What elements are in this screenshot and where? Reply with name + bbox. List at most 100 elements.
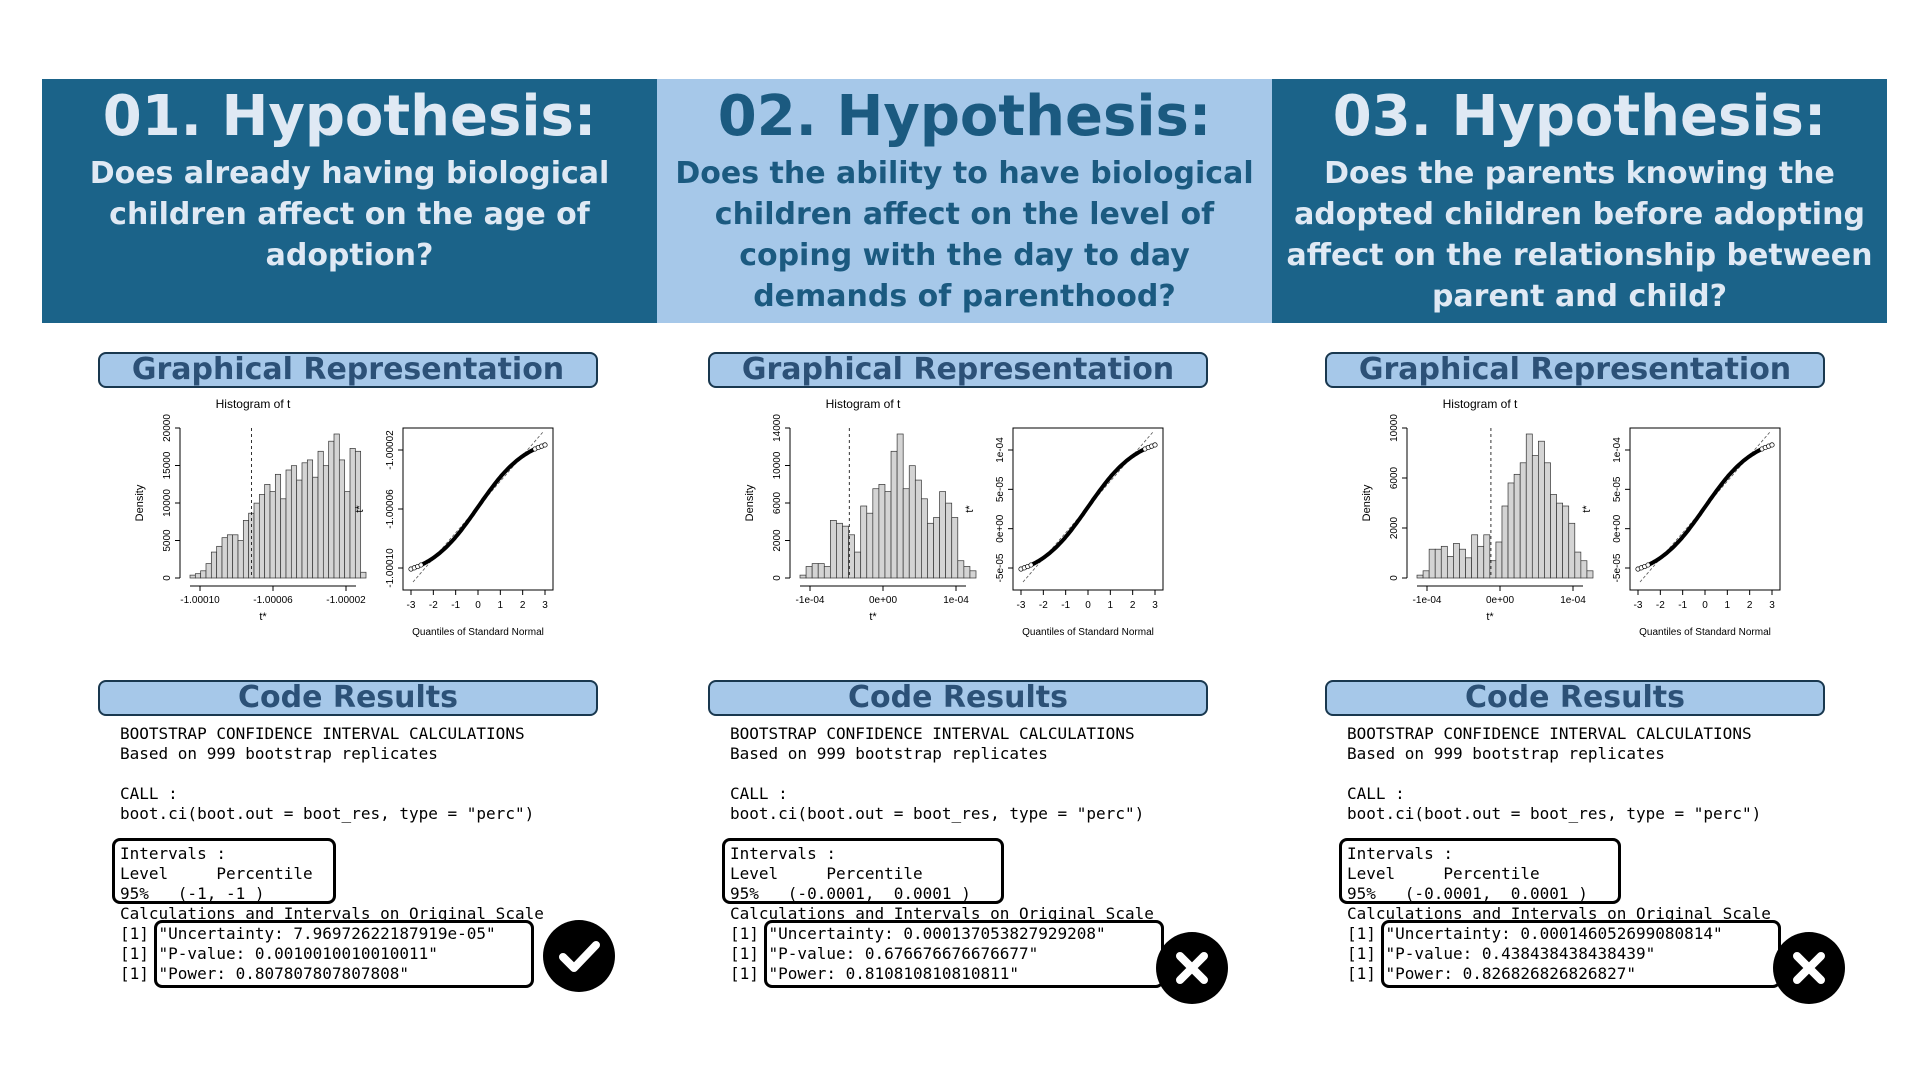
plots-area: Histogram of t Density t* 0 2000 6000 10000 140… — [708, 388, 1218, 680]
histogram-bar — [836, 522, 843, 579]
histogram-bar — [1586, 570, 1594, 579]
histogram-bar — [194, 573, 202, 579]
qqplot-x-tick-label: 3 — [1769, 600, 1775, 611]
histogram-y-tick-label: 0 — [772, 575, 783, 581]
histogram-bar — [221, 537, 228, 579]
qqplot-point — [1769, 442, 1775, 448]
histogram-y-tick-label: 14000 — [772, 414, 783, 442]
histogram-bar — [823, 566, 831, 579]
hypothesis-title: 03. Hypothesis: — [1332, 84, 1827, 149]
histogram-bar — [301, 462, 308, 579]
qqplot-xlabel: Quantiles of Standard Normal — [1639, 627, 1771, 638]
histogram-bar — [274, 473, 282, 579]
code-line: Calculations and Intervals on Original S… — [1347, 904, 1771, 923]
plots-area: Histogram of t Density t* 0 5000 10000 15000 20… — [98, 388, 608, 680]
code-line: Level Percentile — [1347, 864, 1540, 883]
plots-area: Histogram of t Density t* 0 2000 6000 10000 -1e… — [1325, 388, 1835, 680]
histogram-bar — [285, 469, 292, 579]
code-line: boot.ci(boot.out = boot_res, type = "per… — [1347, 804, 1762, 823]
qqplot-x-tick-label: 2 — [520, 600, 526, 611]
histogram-bar — [226, 534, 234, 579]
intervals-box — [112, 838, 336, 904]
qqplot-point — [1645, 562, 1651, 568]
code-line — [1347, 764, 1835, 784]
qqplot-y-tick-label: 0e+00 — [1612, 514, 1623, 543]
histogram-bar — [258, 494, 266, 579]
code-line: boot.ci(boot.out = boot_res, type = "per… — [120, 804, 535, 823]
histogram-bar — [1422, 570, 1430, 579]
histogram-x-tick-label: 1e-04 — [943, 595, 969, 606]
qqplot-y-tick-label: 5e-05 — [1612, 476, 1623, 502]
histogram-y-tick-label: 10000 — [1389, 414, 1400, 442]
code-line: [1] "Power: 0.807807807807808" — [120, 964, 409, 983]
code-line: Level Percentile — [730, 864, 923, 883]
histogram-bar — [908, 465, 916, 579]
intervals-box — [1339, 838, 1621, 904]
histogram-y-tick-label: 10000 — [162, 489, 173, 517]
histogram-bar — [1483, 534, 1491, 579]
histogram-bar — [205, 563, 212, 579]
histogram-bar — [1501, 505, 1509, 579]
qqplot-y-tick-label: -1.00002 — [385, 430, 396, 470]
code-line: [1] "Uncertainty: 7.96972622187919e-05" — [120, 924, 496, 943]
histogram-bar — [354, 450, 362, 579]
plots-svg: Histogram of t Density t* 0 2000 6000 10000 -1e… — [1361, 397, 1781, 638]
histogram-bar — [1556, 502, 1564, 579]
panel-1: Graphical Representation Histogram of t D… — [98, 352, 615, 992]
graph-label: Graphical Representation — [1325, 352, 1825, 388]
qqplot-ylabel: t* — [1581, 505, 1593, 513]
panel-3: Graphical Representation Histogram of t D… — [1325, 352, 1845, 1004]
histogram-bar — [890, 450, 898, 579]
qqplot-x-tick-label: 1 — [1108, 600, 1114, 611]
histogram-x-tick-label: -1e-04 — [796, 595, 825, 606]
histogram-bar — [296, 479, 303, 579]
qqplot-x-tick-label: -1 — [1061, 600, 1070, 611]
qqplot-x-tick-label: 3 — [542, 600, 548, 611]
qqplot-y-tick-label: -5e-05 — [995, 553, 1006, 582]
histogram-bar — [1538, 440, 1545, 579]
histogram-bar — [914, 479, 922, 579]
qqplot-x-tick-label: 0 — [475, 600, 481, 611]
histogram-bar — [322, 465, 330, 579]
histogram-bar — [842, 525, 849, 579]
histogram-bar — [896, 433, 904, 579]
histogram-bar — [951, 517, 959, 579]
histogram-bar — [1440, 545, 1448, 579]
histogram-bar — [242, 520, 250, 579]
code-label: Code Results — [708, 680, 1208, 716]
code-line: Intervals : — [730, 844, 836, 863]
histogram-bar — [232, 534, 239, 579]
histogram-bar — [1531, 455, 1539, 579]
code-line: Level Percentile — [120, 864, 313, 883]
code-line: CALL : — [120, 784, 178, 803]
histogram-y-tick-label: 0 — [162, 575, 173, 581]
graph-label: Graphical Representation — [98, 352, 598, 388]
histogram-bar — [963, 566, 971, 579]
intervals-box — [722, 838, 1004, 904]
histogram-bar — [1580, 560, 1588, 579]
qqplot-x-tick-label: -1 — [1678, 600, 1687, 611]
hypothesis-header-1: 01. Hypothesis: Does already having biol… — [42, 79, 657, 323]
results-box — [154, 920, 534, 988]
histogram-bar — [872, 488, 880, 579]
qqplot-x-tick-label: -2 — [1039, 600, 1048, 611]
results-box — [764, 920, 1164, 988]
histogram-bar — [884, 491, 892, 579]
qqplot-x-tick-label: 1 — [498, 600, 504, 611]
hypothesis-question: Does already having biological children … — [89, 156, 610, 274]
code-line: 95% (-0.0001, 0.0001 ) — [730, 884, 971, 903]
code-line: [1] "Uncertainty: 0.000137053827929208" — [730, 924, 1106, 943]
code-line: BOOTSTRAP CONFIDENCE INTERVAL CALCULATIO… — [120, 724, 525, 743]
histogram-ylabel: Density — [134, 484, 146, 521]
histogram-ylabel: Density — [1361, 484, 1373, 521]
code-line: [1] "P-value: 0.438438438438439" — [1347, 944, 1656, 963]
qqplot-x-tick-label: 2 — [1747, 600, 1753, 611]
histogram-bar — [1489, 560, 1497, 579]
histogram-xlabel: t* — [1486, 611, 1494, 623]
histogram-bar — [216, 545, 223, 579]
code-line — [120, 764, 608, 784]
qqplot-y-tick-label: -1.00006 — [385, 489, 396, 529]
code-line: Based on 999 bootstrap replicates — [730, 744, 1048, 763]
histogram-y-tick-label: 2000 — [1389, 516, 1400, 539]
histogram-x-tick-label: -1.00010 — [180, 595, 220, 606]
